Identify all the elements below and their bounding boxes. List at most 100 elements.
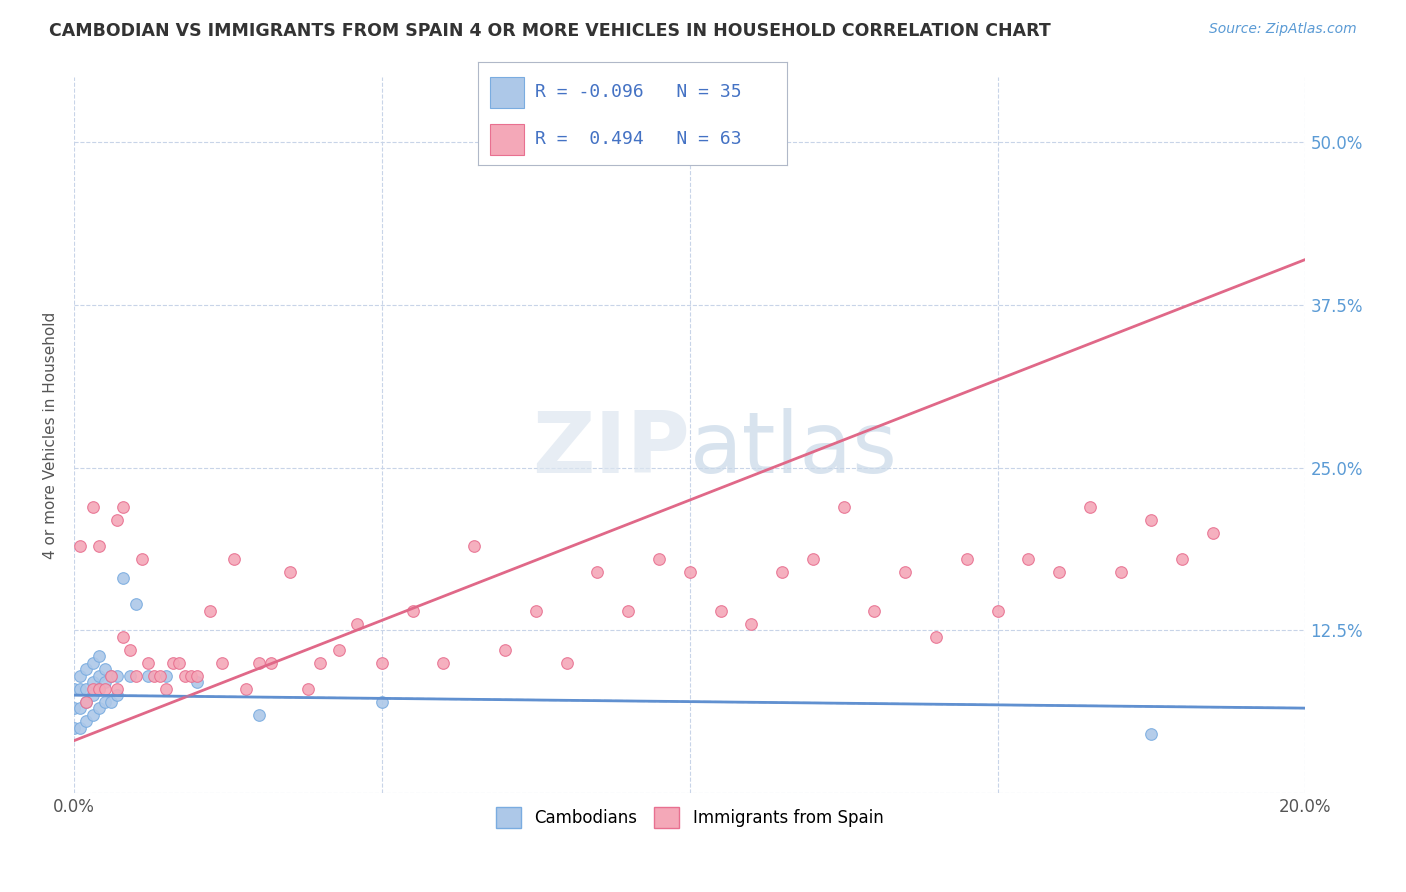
- Point: [63, 721, 86, 735]
- Point: [371, 695, 394, 709]
- Point: [328, 642, 350, 657]
- Point: [463, 539, 485, 553]
- Point: [309, 656, 332, 670]
- Point: [555, 656, 578, 670]
- Point: [863, 604, 886, 618]
- Point: [112, 571, 135, 585]
- Point: [87, 681, 110, 696]
- Text: Source: ZipAtlas.com: Source: ZipAtlas.com: [1209, 22, 1357, 37]
- Point: [211, 656, 233, 670]
- Point: [832, 500, 855, 514]
- Point: [167, 656, 190, 670]
- Point: [136, 656, 159, 670]
- Point: [709, 604, 731, 618]
- Point: [105, 688, 128, 702]
- Point: [925, 630, 948, 644]
- Point: [143, 668, 166, 682]
- Point: [1109, 565, 1132, 579]
- Point: [1078, 500, 1101, 514]
- Point: [524, 604, 547, 618]
- Point: [87, 668, 110, 682]
- Text: ZIP: ZIP: [531, 408, 690, 491]
- Point: [82, 707, 104, 722]
- Point: [118, 668, 141, 682]
- Point: [224, 551, 246, 566]
- Point: [1140, 727, 1163, 741]
- Point: [1047, 565, 1070, 579]
- Point: [586, 565, 609, 579]
- Point: [100, 668, 122, 682]
- Point: [63, 681, 86, 696]
- Point: [75, 695, 97, 709]
- Point: [894, 565, 917, 579]
- Text: atlas: atlas: [690, 408, 898, 491]
- Point: [118, 642, 141, 657]
- Point: [124, 597, 146, 611]
- Point: [82, 681, 104, 696]
- Text: R = -0.096   N = 35: R = -0.096 N = 35: [536, 83, 742, 101]
- Point: [617, 604, 640, 618]
- Point: [346, 616, 368, 631]
- Point: [105, 681, 128, 696]
- Point: [94, 681, 117, 696]
- Point: [112, 500, 135, 514]
- Point: [82, 675, 104, 690]
- Point: [100, 668, 122, 682]
- Point: [105, 512, 128, 526]
- Point: [162, 656, 184, 670]
- Point: [63, 701, 86, 715]
- Legend: Cambodians, Immigrants from Spain: Cambodians, Immigrants from Spain: [489, 801, 890, 834]
- Point: [82, 688, 104, 702]
- Point: [260, 656, 283, 670]
- Point: [155, 668, 177, 682]
- Point: [247, 656, 270, 670]
- Point: [75, 662, 97, 676]
- Point: [87, 539, 110, 553]
- Y-axis label: 4 or more Vehicles in Household: 4 or more Vehicles in Household: [44, 311, 58, 558]
- Point: [1140, 512, 1163, 526]
- Point: [94, 662, 117, 676]
- Point: [87, 681, 110, 696]
- Point: [987, 604, 1010, 618]
- Point: [82, 500, 104, 514]
- Point: [136, 668, 159, 682]
- Point: [494, 642, 516, 657]
- Point: [402, 604, 425, 618]
- Point: [75, 695, 97, 709]
- Point: [124, 668, 146, 682]
- Point: [371, 656, 394, 670]
- Point: [186, 675, 208, 690]
- Point: [278, 565, 301, 579]
- Point: [69, 668, 91, 682]
- Point: [131, 551, 153, 566]
- Point: [174, 668, 197, 682]
- FancyBboxPatch shape: [491, 77, 524, 108]
- Point: [155, 681, 177, 696]
- Point: [82, 656, 104, 670]
- Point: [198, 604, 221, 618]
- Point: [112, 630, 135, 644]
- Text: CAMBODIAN VS IMMIGRANTS FROM SPAIN 4 OR MORE VEHICLES IN HOUSEHOLD CORRELATION C: CAMBODIAN VS IMMIGRANTS FROM SPAIN 4 OR …: [49, 22, 1050, 40]
- Point: [432, 656, 454, 670]
- Point: [1017, 551, 1039, 566]
- Point: [186, 668, 208, 682]
- Point: [69, 681, 91, 696]
- Point: [69, 721, 91, 735]
- Point: [247, 707, 270, 722]
- Point: [75, 714, 97, 728]
- Point: [801, 551, 824, 566]
- Point: [94, 695, 117, 709]
- Point: [770, 565, 793, 579]
- Point: [956, 551, 979, 566]
- Point: [75, 681, 97, 696]
- Point: [297, 681, 319, 696]
- Point: [94, 675, 117, 690]
- Point: [87, 649, 110, 664]
- FancyBboxPatch shape: [491, 124, 524, 155]
- Point: [740, 616, 762, 631]
- Point: [87, 701, 110, 715]
- Point: [100, 695, 122, 709]
- Point: [1202, 525, 1225, 540]
- Point: [1171, 551, 1194, 566]
- Point: [149, 668, 172, 682]
